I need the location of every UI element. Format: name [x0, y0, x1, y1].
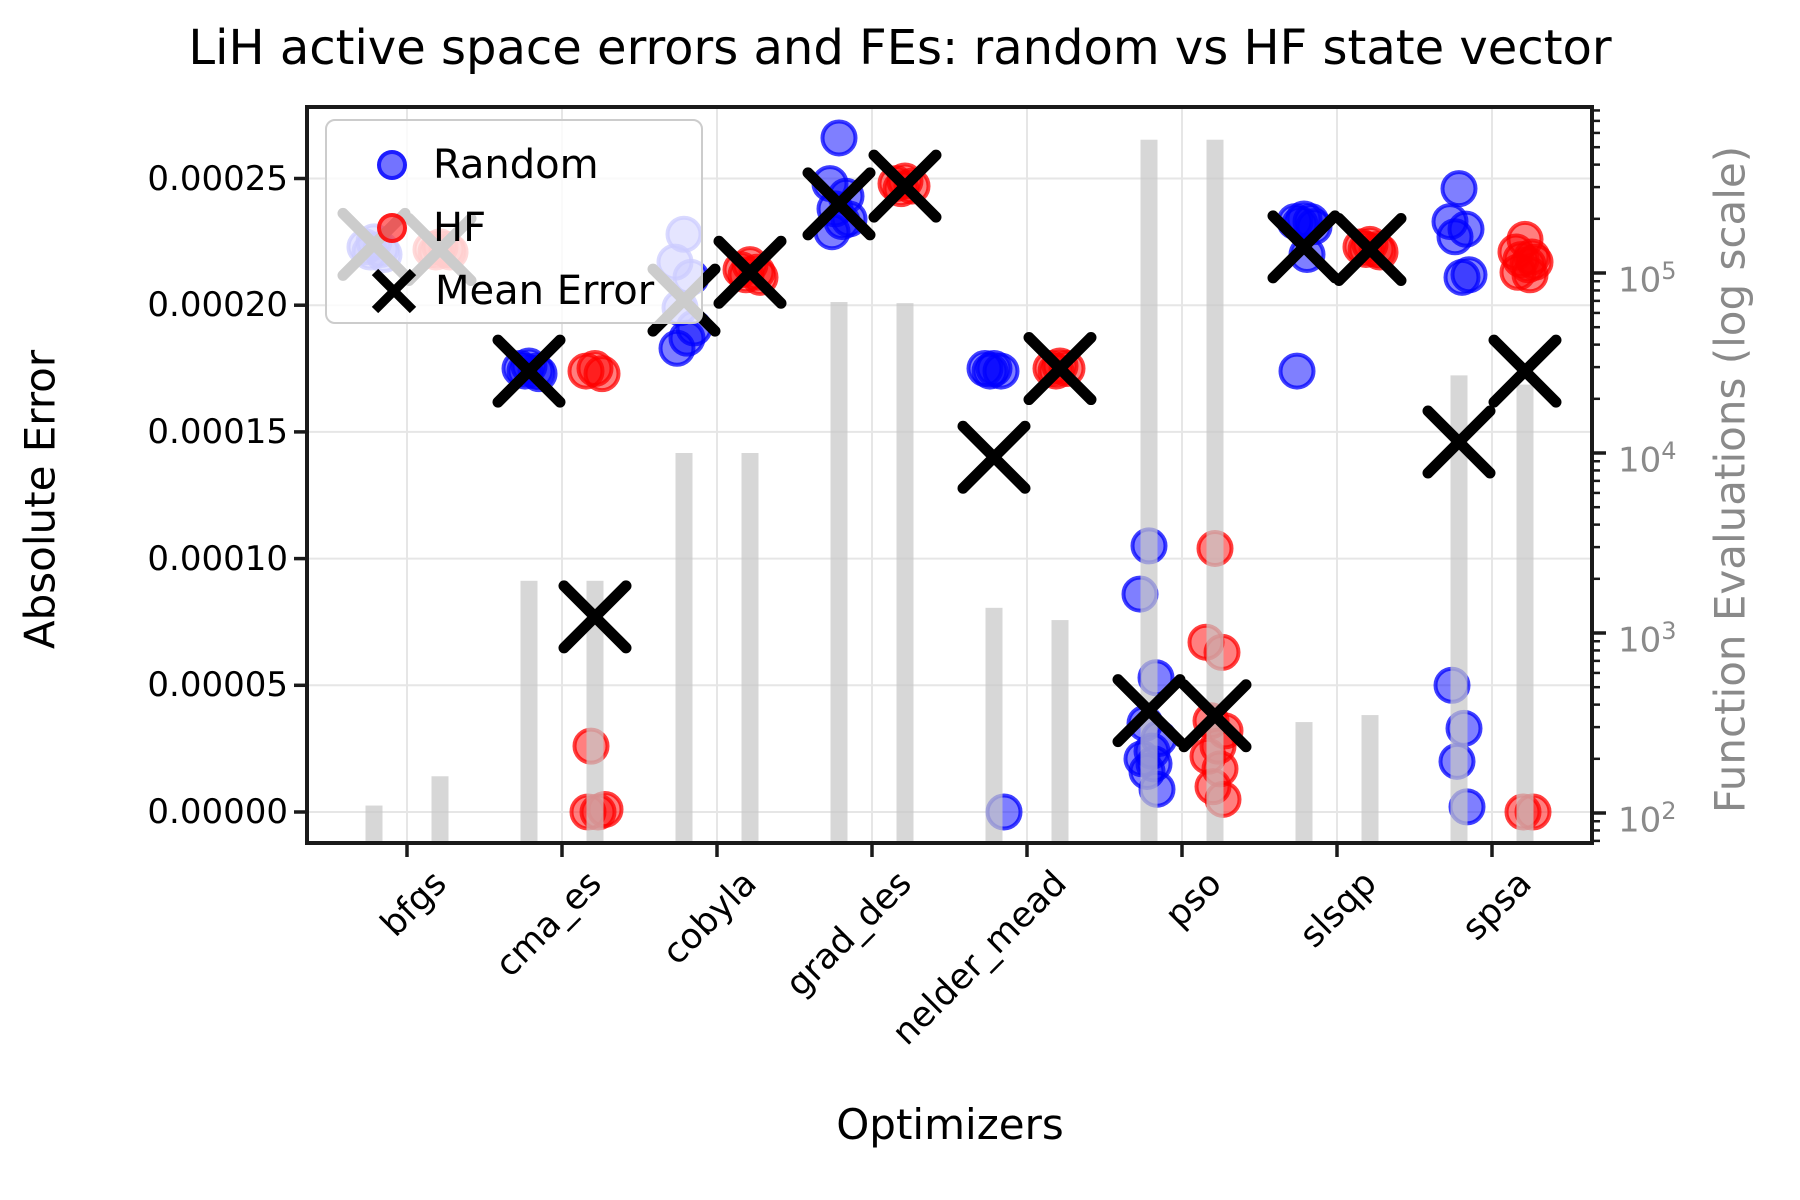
fe-bar-random-cma_es — [520, 580, 538, 843]
fe-bar-hf-pso — [1206, 139, 1224, 843]
y-tick-label: 0.00025 — [147, 158, 288, 199]
fe-bar-hf-cma_es — [586, 580, 604, 843]
random-dot-icon — [377, 149, 407, 180]
y2-tick-label: 104 — [1618, 437, 1677, 481]
mean-x-hf-grad_des — [868, 149, 942, 223]
fe-bar-random-cobyla — [675, 453, 693, 843]
legend: Random HF Mean Error — [325, 119, 703, 324]
y-tick-label: 0.00005 — [147, 665, 288, 706]
mean-x-random-slsqp — [1267, 210, 1341, 284]
y-tick-label: 0.00010 — [147, 538, 288, 579]
y2-tick-label: 102 — [1618, 797, 1677, 841]
fe-bar-hf-nelder_mead — [1051, 620, 1069, 843]
y-axis-label-left: Absolute Error — [15, 349, 65, 650]
y2-tick-label: 103 — [1618, 617, 1677, 661]
x-axis-label: Optimizers — [836, 1100, 1064, 1149]
mean-x-random-nelder_mead — [957, 420, 1031, 494]
random-point-spsa — [1443, 258, 1481, 296]
legend-label-mean: Mean Error — [435, 267, 655, 314]
fe-bar-random-grad_des — [830, 302, 848, 843]
mean-x-hf-spsa — [1488, 334, 1562, 408]
mean-x-random-pso — [1112, 674, 1186, 748]
random-point-nelder_mead — [971, 352, 1009, 390]
mean-x-random-cma_es — [492, 334, 566, 408]
fe-bar-hf-grad_des — [896, 303, 914, 843]
legend-label-hf: HF — [433, 204, 487, 251]
fe-bar-random-spsa — [1450, 375, 1468, 843]
random-point-grad_des — [820, 119, 858, 157]
y-tick-label: 0.00000 — [147, 792, 288, 832]
fe-bar-random-bfgs — [365, 805, 383, 843]
legend-entry-random: Random — [367, 134, 701, 196]
y-tick-label: 0.00020 — [147, 285, 288, 326]
random-point-spsa — [1440, 170, 1478, 208]
axes-spines — [305, 105, 1594, 845]
y2-tick-label: 105 — [1618, 257, 1677, 301]
random-point-spsa — [1436, 218, 1474, 256]
chart-title: LiH active space errors and FEs: random … — [188, 20, 1612, 76]
legend-label-random: Random — [433, 141, 599, 188]
mean-error-x-icon — [371, 268, 417, 313]
mean-x-hf-cobyla — [713, 235, 787, 309]
mean-x-hf-slsqp — [1333, 212, 1407, 286]
fe-bar-hf-spsa — [1516, 384, 1534, 843]
hf-point-spsa — [1511, 256, 1549, 294]
mean-x-hf-cma_es — [558, 580, 632, 654]
fe-bar-random-nelder_mead — [985, 607, 1003, 843]
hf-dot-icon — [377, 212, 407, 243]
fe-bar-random-pso — [1140, 139, 1158, 843]
legend-entry-mean: Mean Error — [367, 260, 701, 322]
fe-bar-hf-cobyla — [741, 453, 759, 843]
y-tick-label: 0.00015 — [147, 411, 288, 452]
fe-bar-hf-bfgs — [431, 776, 449, 843]
y-axis-label-right: Function Evaluations (log scale) — [1705, 145, 1755, 814]
mean-x-random-grad_des — [802, 167, 876, 241]
fe-bar-random-slsqp — [1295, 722, 1313, 843]
mean-x-random-spsa — [1422, 405, 1496, 479]
mean-x-hf-pso — [1178, 679, 1252, 753]
random-point-slsqp — [1278, 352, 1316, 390]
random-point-cobyla — [658, 329, 696, 367]
hf-point-cma_es — [583, 355, 621, 393]
fe-bar-hf-slsqp — [1361, 715, 1379, 843]
mean-x-hf-nelder_mead — [1023, 332, 1097, 406]
legend-entry-hf: HF — [367, 197, 701, 259]
